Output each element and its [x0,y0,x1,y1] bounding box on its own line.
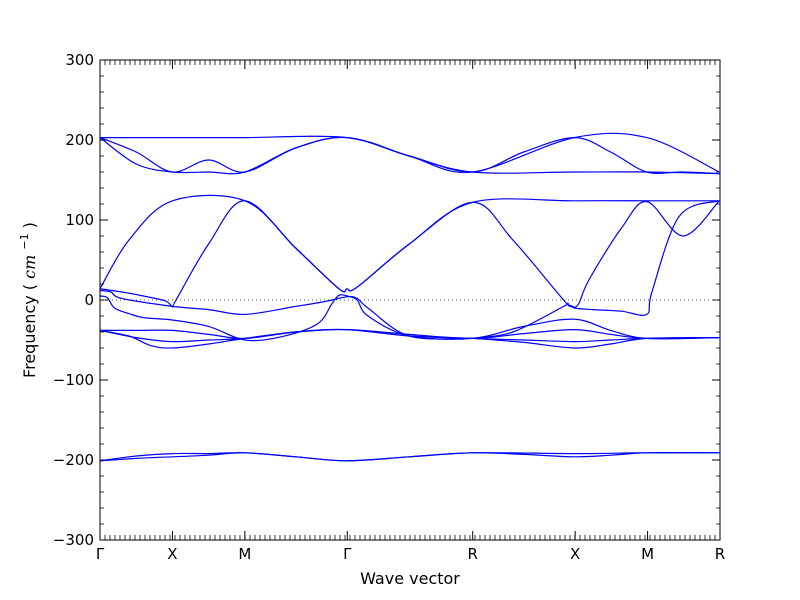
y-tick-label: −300 [53,531,94,549]
y-tick-label: −100 [53,371,94,389]
plot-frame [99,59,721,541]
y-axis-title-close: ) [20,222,39,228]
band-line-4 [99,200,720,308]
y-tick-label: 100 [65,211,94,229]
x-tick-label: Γ [96,545,105,563]
band-line-9 [99,328,720,343]
axis-ticks [99,59,721,541]
band-line-0 [100,132,720,174]
x-axis-title: Wave vector [360,569,460,588]
y-tick-label: 0 [84,291,94,309]
y-tick-labels: −300 −200 −100 0 100 200 300 [53,51,94,549]
x-tick-label: M [238,545,251,563]
x-tick-label: R [468,545,478,563]
band-line-6 [472,200,720,339]
y-axis-title-text: Frequency [20,295,39,378]
y-tick-label: −200 [53,451,94,469]
x-tick-label: M [641,545,654,563]
y-tick-label: 300 [65,51,94,69]
y-tick-label: 200 [65,131,94,149]
band-line-2 [99,136,720,175]
band-line-10 [99,294,720,342]
y-axis-title-open: ( [20,284,39,290]
y-axis-title: Frequency ( cm −1 ) [13,222,39,378]
y-axis-unit-exponent: −1 [18,233,31,249]
x-tick-label: Γ [343,545,352,563]
band-lines [99,132,720,462]
y-axis-unit: cm [20,255,39,279]
band-line-12 [99,452,720,462]
x-tick-label: X [570,545,580,563]
band-line-5 [99,289,473,340]
x-tick-label: X [167,545,177,563]
band-line-7 [99,328,720,340]
x-tick-label: R [715,545,725,563]
